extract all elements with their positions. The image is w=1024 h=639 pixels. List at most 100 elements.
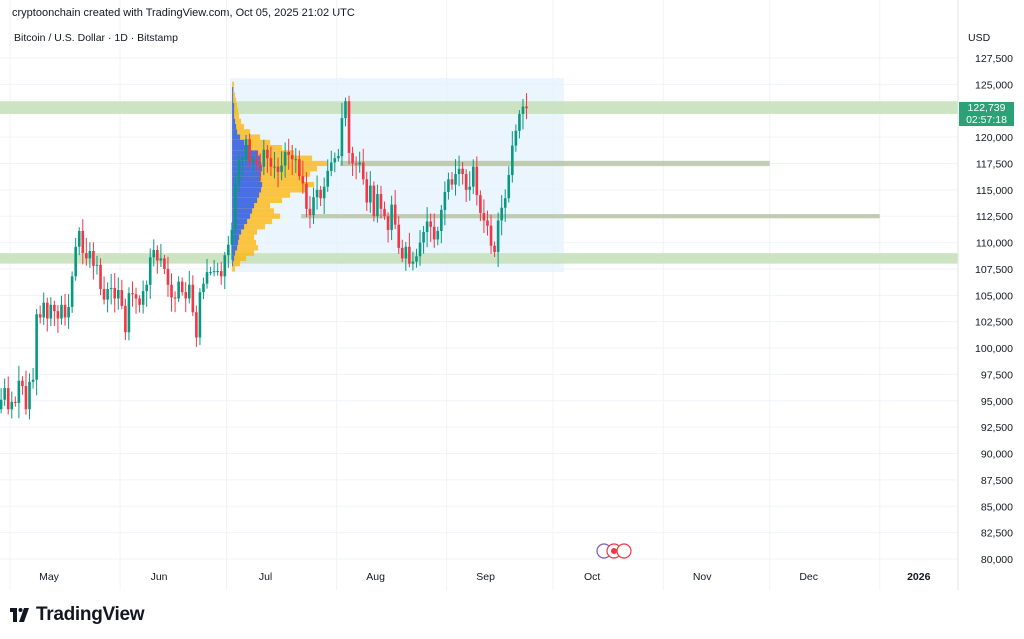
candle-down — [429, 213, 432, 242]
candle-up — [234, 172, 237, 242]
candle-down — [85, 237, 88, 266]
candle-up — [141, 280, 145, 314]
candle-body — [418, 242, 422, 257]
candle-up — [109, 273, 113, 305]
profile-bar-total — [232, 208, 275, 214]
candle-up — [280, 151, 283, 181]
candle-body — [223, 255, 227, 277]
profile-bar-value-area — [232, 250, 236, 256]
candle-down — [6, 376, 10, 415]
profile-bar-value-area — [232, 129, 238, 135]
candle-body — [266, 149, 269, 159]
candle-body — [397, 224, 401, 248]
profile-bar-total — [232, 239, 257, 246]
price-tick-label: 90,000 — [981, 449, 1013, 461]
candle-down — [301, 160, 305, 194]
candle-down — [219, 261, 223, 285]
candle-up — [0, 388, 3, 414]
candle-body — [77, 230, 81, 247]
candle-body — [514, 130, 518, 146]
candle-body — [376, 194, 379, 217]
time-tick-label: Oct — [584, 571, 600, 583]
candle-up — [322, 177, 326, 214]
candle-body — [354, 163, 358, 165]
candle-body — [489, 225, 493, 246]
candle-body — [283, 151, 287, 166]
candle-body — [113, 287, 117, 299]
candle-body — [21, 380, 24, 387]
candle-up — [411, 251, 415, 271]
candle-body — [163, 258, 166, 269]
profile-bar-total — [232, 192, 291, 198]
profile-bar-value-area — [232, 176, 261, 182]
candle-up — [116, 277, 120, 310]
candle-down — [124, 298, 127, 340]
candle-up — [358, 151, 361, 173]
candle-body — [280, 165, 283, 172]
candle-up — [404, 242, 408, 271]
candle-up — [283, 142, 287, 178]
event-markers-icon[interactable] — [596, 543, 632, 559]
candle-body — [191, 284, 195, 313]
time-tick-label: Sep — [476, 571, 495, 583]
candle-up — [418, 230, 422, 266]
candle-down — [493, 241, 496, 258]
candle-body — [92, 251, 95, 266]
candle-down — [290, 144, 294, 175]
candle-down — [354, 156, 358, 180]
price-tick-label: 95,000 — [981, 396, 1013, 408]
candle-body — [383, 208, 386, 217]
profile-bar-total — [232, 139, 271, 146]
candle-up — [31, 368, 35, 389]
candle-body — [287, 151, 290, 156]
price-tick-label: 115,000 — [976, 185, 1013, 197]
candle-up — [60, 295, 63, 325]
candle-up — [67, 294, 70, 329]
profile-bar-value-area — [232, 181, 263, 188]
candle-down — [45, 297, 49, 332]
candle-body — [241, 159, 244, 161]
candle-down — [14, 396, 17, 407]
candle-up — [511, 131, 514, 183]
candle-up — [251, 155, 255, 173]
candle-body — [500, 207, 503, 221]
candle-body — [0, 399, 3, 410]
candle-body — [3, 388, 6, 400]
candle-up — [106, 282, 109, 313]
candle-body — [134, 294, 138, 299]
candle-body — [415, 256, 418, 262]
candle-down — [397, 216, 401, 254]
candle-up — [326, 159, 330, 192]
candle-up — [496, 212, 500, 267]
candle-up — [425, 207, 429, 248]
candle-up — [223, 251, 227, 290]
profile-bar-value-area — [232, 208, 253, 214]
last-price-tag: 122,739 — [959, 102, 1014, 114]
candle-body — [361, 162, 365, 180]
candle-body — [67, 306, 70, 318]
candle-body — [219, 271, 223, 277]
candle-up — [49, 297, 53, 327]
candle-body — [106, 288, 109, 300]
candle-down — [56, 304, 60, 333]
candle-up — [187, 270, 191, 304]
candle-body — [198, 292, 202, 338]
candle-down — [191, 275, 195, 317]
candle-body — [70, 276, 74, 307]
candle-down — [138, 295, 141, 313]
candle-up — [340, 102, 344, 166]
candle-body — [358, 162, 361, 165]
countdown-tag: 02:57:18 — [959, 114, 1014, 126]
candle-down — [24, 370, 28, 415]
tradingview-logo[interactable]: TradingView — [10, 603, 145, 627]
time-tick-label: Aug — [366, 571, 385, 583]
candle-body — [53, 304, 56, 312]
candle-down — [99, 258, 102, 296]
candle-down — [482, 199, 486, 233]
chart-grid — [0, 0, 958, 590]
candle-body — [156, 249, 159, 261]
candle-body — [124, 305, 127, 333]
candle-down — [464, 169, 468, 202]
candle-up — [443, 181, 447, 226]
